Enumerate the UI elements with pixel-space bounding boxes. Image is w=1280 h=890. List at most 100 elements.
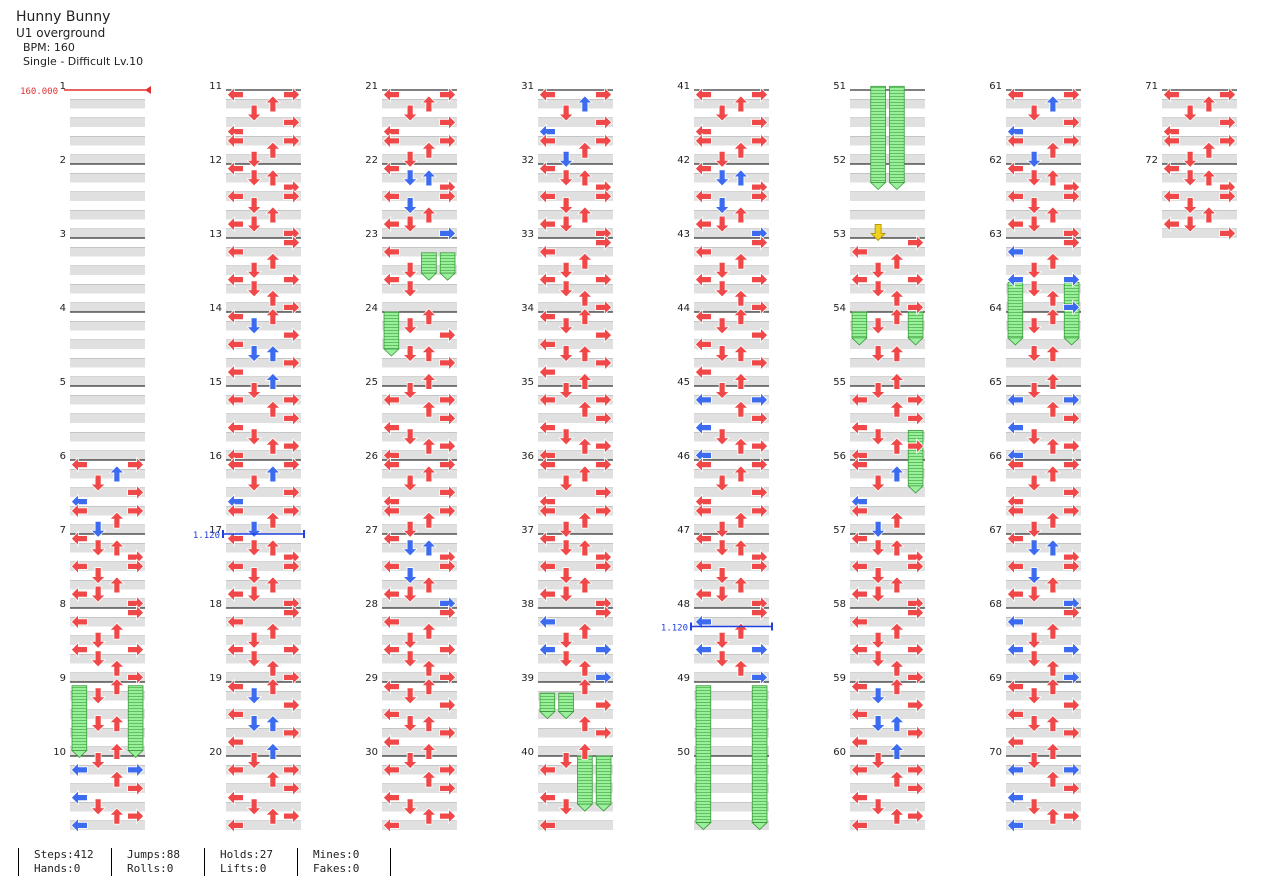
beat-stripe (226, 154, 301, 164)
measure-number: 7 (60, 525, 66, 536)
stats-divider (297, 848, 298, 876)
beat-stripe (850, 746, 925, 756)
measure-number: 30 (365, 747, 378, 758)
beat-stripe (226, 99, 301, 109)
beat-stripe (382, 376, 457, 386)
stats-divider (390, 848, 391, 876)
beat-stripe (70, 191, 145, 201)
beat-stripe (382, 302, 457, 312)
measure-number: 70 (989, 747, 1002, 758)
beat-stripe (70, 376, 145, 386)
holds-count: Holds:27 (220, 848, 273, 861)
lifts-count: Lifts:0 (220, 862, 267, 875)
measure-number: 32 (521, 155, 534, 166)
beat-stripe (226, 228, 301, 238)
measure-number: 5 (60, 377, 66, 388)
beat-stripe (694, 672, 769, 682)
beat-stripe (226, 339, 301, 349)
beat-stripe (226, 524, 301, 534)
beat-stripe (1006, 672, 1081, 682)
beat-stripe (382, 654, 457, 664)
beat-stripe (850, 543, 925, 553)
measure-number: 34 (521, 303, 534, 314)
beat-stripe (382, 746, 457, 756)
hold-note (558, 692, 574, 712)
beat-stripe (694, 709, 769, 719)
beat-stripe (1162, 228, 1237, 238)
beat-stripe (694, 228, 769, 238)
beat-stripe (850, 413, 925, 423)
beat-stripe (1006, 358, 1081, 368)
hold-note (907, 311, 924, 339)
beat-stripe (694, 191, 769, 201)
beat-stripe (382, 413, 457, 423)
beat-stripe (70, 247, 145, 257)
beat-stripe (1006, 635, 1081, 645)
measure-number: 3 (60, 229, 66, 240)
beat-stripe (850, 339, 925, 349)
beat-stripe (538, 654, 613, 664)
beat-stripe (538, 728, 613, 738)
beat-stripe (70, 672, 145, 682)
measure-number: 71 (1145, 81, 1158, 92)
stats-group-steps: Steps:412 Hands:0 (34, 848, 94, 876)
beat-stripe (538, 302, 613, 312)
step-chart: 1234567891011121314151617181920212223242… (20, 81, 1237, 833)
stop-label: 1.120 (661, 624, 688, 634)
beat-stripe (538, 765, 613, 775)
measure-number: 72 (1145, 155, 1158, 166)
beat-stripe (226, 635, 301, 645)
hold-head (751, 822, 769, 831)
measure-number: 4 (60, 303, 66, 314)
beat-stripe (1006, 302, 1081, 312)
beat-stripe (850, 450, 925, 460)
rolls-count: Rolls:0 (127, 862, 174, 875)
beat-stripe (850, 117, 925, 127)
beat-stripe (382, 358, 457, 368)
measure-number: 38 (521, 599, 534, 610)
measure-number: 8 (60, 599, 66, 610)
beat-stripe (226, 469, 301, 479)
beat-stripe (850, 672, 925, 682)
beat-stripe (226, 746, 301, 756)
beat-stripe (70, 728, 145, 738)
beat-stripe (382, 247, 457, 257)
beat-stripe (694, 321, 769, 331)
beat-stripe (1006, 561, 1081, 571)
beat-stripe (1006, 580, 1081, 590)
beat-stripe (382, 820, 457, 830)
beat-stripe (382, 191, 457, 201)
beat-stripe (70, 265, 145, 275)
beat-stripe (694, 284, 769, 294)
beat-stripe (850, 709, 925, 719)
beat-stripe (850, 284, 925, 294)
hold-head (127, 750, 145, 759)
beat-stripe (1162, 136, 1237, 146)
beat-stripe (538, 506, 613, 516)
beat-stripe (538, 191, 613, 201)
beat-stripe (1006, 543, 1081, 553)
beat-stripe (1006, 802, 1081, 812)
beat-stripe (694, 543, 769, 553)
beat-stripe (70, 598, 145, 608)
hold-head (576, 803, 594, 812)
beat-stripe (70, 450, 145, 460)
stats-divider (18, 848, 19, 876)
beat-stripe (538, 709, 613, 719)
hold-head (1063, 337, 1081, 346)
beat-stripe (226, 728, 301, 738)
beat-stripe (382, 395, 457, 405)
beat-stripe (694, 506, 769, 516)
beat-stripe (538, 99, 613, 109)
beat-stripe (382, 783, 457, 793)
beat-stripe (538, 358, 613, 368)
beat-stripe (70, 709, 145, 719)
beat-stripe (382, 709, 457, 719)
beat-stripe (850, 728, 925, 738)
beat-stripe (382, 561, 457, 571)
measure-number: 36 (521, 451, 534, 462)
measure-number: 21 (365, 81, 378, 92)
beat-stripe (382, 672, 457, 682)
measure-number: 59 (833, 673, 846, 684)
beat-stripe (382, 598, 457, 608)
